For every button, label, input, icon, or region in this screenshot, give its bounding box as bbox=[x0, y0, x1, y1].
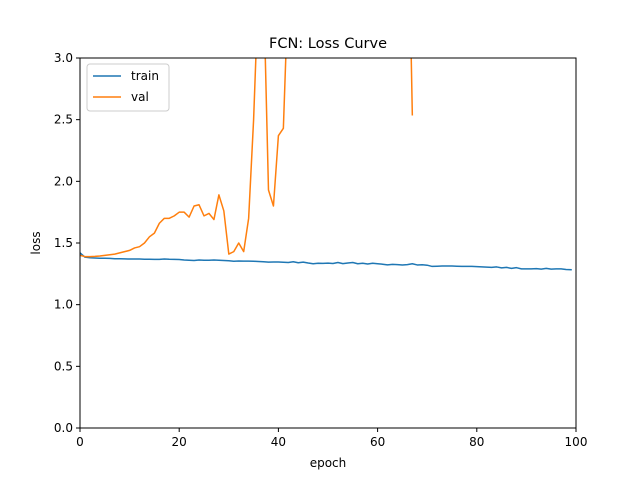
series-line-val bbox=[80, 58, 414, 258]
x-tick-label: 60 bbox=[370, 435, 385, 449]
legend: train val bbox=[86, 63, 170, 112]
plot-area bbox=[80, 58, 576, 428]
y-tick-label: 2.5 bbox=[54, 113, 73, 127]
y-axis-label: loss bbox=[29, 231, 43, 254]
y-tick-label: 1.5 bbox=[54, 236, 73, 250]
series-line-train bbox=[80, 251, 572, 271]
x-axis-label: epoch bbox=[310, 456, 347, 470]
y-tick-label: 2.0 bbox=[54, 174, 73, 188]
x-tick-label: 20 bbox=[172, 435, 187, 449]
x-axis: 0 20 40 60 80 100 bbox=[76, 428, 587, 449]
legend-label-val: val bbox=[131, 90, 149, 104]
y-axis: 0.0 0.5 1.0 1.5 2.0 2.5 3.0 bbox=[54, 51, 80, 435]
y-tick-label: 0.5 bbox=[54, 359, 73, 373]
y-tick-label: 3.0 bbox=[54, 51, 73, 65]
series-layer bbox=[80, 58, 572, 271]
legend-label-train: train bbox=[131, 69, 159, 83]
x-tick-label: 0 bbox=[76, 435, 84, 449]
y-tick-label: 1.0 bbox=[54, 298, 73, 312]
y-tick-label: 0.0 bbox=[54, 421, 73, 435]
x-tick-label: 100 bbox=[565, 435, 588, 449]
x-tick-label: 80 bbox=[469, 435, 484, 449]
x-tick-label: 40 bbox=[271, 435, 286, 449]
chart-title: FCN: Loss Curve bbox=[269, 36, 387, 52]
